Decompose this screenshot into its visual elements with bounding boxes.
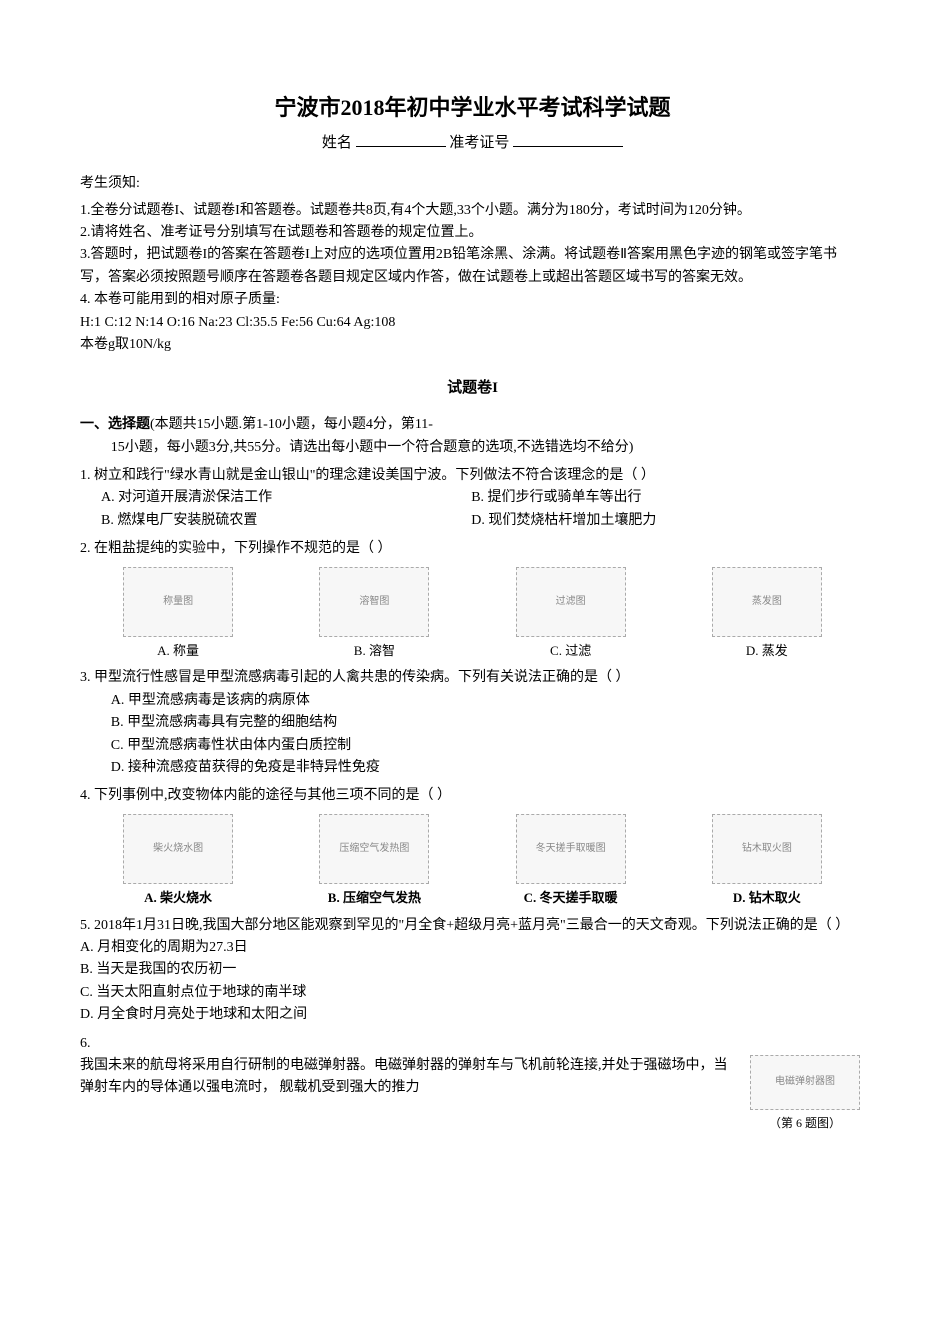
name-id-line: 姓名 准考证号: [80, 131, 865, 155]
notice-3: 3.答题时，把试题卷I的答案在答题卷I上对应的选项位置用2B铅笔涂黑、涂满。将试…: [80, 244, 865, 289]
q6-text: 我国未来的航母将采用自行研制的电磁弹射器。电磁弹射器的弹射车与飞机前轮连接,并处…: [80, 1055, 733, 1100]
q1-stem: 1. 树立和践行"绿水青山就是金山银山"的理念建设美国宁波。下列做法不符合该理念…: [80, 465, 865, 487]
q2-cap-c: C. 过滤: [473, 641, 669, 662]
notice-2: 2.请将姓名、准考证号分别填写在试题卷和答题卷的规定位置上。: [80, 222, 865, 244]
q4-img-b: 压缩空气发热图 B. 压缩空气发热: [276, 814, 472, 909]
question-1: 1. 树立和践行"绿水青山就是金山银山"的理念建设美国宁波。下列做法不符合该理念…: [80, 465, 865, 532]
question-3: 3. 甲型流行性感冒是甲型流感病毒引起的人禽共患的传染病。下列有关说法正确的是（…: [80, 667, 865, 779]
q4-img-d: 钻木取火图 D. 钻木取火: [669, 814, 865, 909]
q2-image-row: 称量图 A. 称量 溶智图 B. 溶智 过滤图 C. 过滤 蒸发图 D. 蒸发: [80, 567, 865, 662]
q1-opt-b: B. 提们步行或骑单车等出行: [471, 487, 641, 509]
section-header: 试题卷I: [80, 376, 865, 400]
q1-opt-a: A. 对河道开展清淤保洁工作: [101, 487, 468, 509]
q6-num: 6.: [80, 1033, 865, 1055]
q3-opt-c: C. 甲型流感病毒性状由体内蛋白质控制: [80, 735, 865, 757]
q2-cap-b: B. 溶智: [276, 641, 472, 662]
evaporate-icon: 蒸发图: [712, 567, 822, 637]
q1-opt-d: D. 现们焚烧枯杆增加土壤肥力: [471, 510, 656, 532]
question-4: 4. 下列事例中,改变物体内能的途径与其他三项不同的是（ ） 柴火烧水图 A. …: [80, 785, 865, 908]
air-compress-icon: 压缩空气发热图: [319, 814, 429, 884]
balance-icon: 称量图: [123, 567, 233, 637]
q3-opt-d: D. 接种流感疫苗获得的免疫是非特异性免疫: [80, 757, 865, 779]
question-2: 2. 在粗盐提纯的实验中，下列操作不规范的是（ ） 称量图 A. 称量 溶智图 …: [80, 538, 865, 661]
q4-img-a: 柴火烧水图 A. 柴火烧水: [80, 814, 276, 909]
q5-stem: 5. 2018年1月31日晚,我国大部分地区能观察到罕见的"月全食+超级月亮+蓝…: [80, 915, 865, 937]
notice-1: 1.全卷分试题卷I、试题卷I和答题卷。试题卷共8页,有4个大题,33个小题。满分…: [80, 200, 865, 222]
q6-figure: 电磁弹射器图 （第 6 题图）: [745, 1055, 865, 1133]
g-note: 本卷g取10N/kg: [80, 334, 865, 356]
q5-opt-a: A. 月相变化的周期为27.3日: [80, 937, 865, 959]
name-blank: [356, 132, 446, 147]
q2-cap-a: A. 称量: [80, 641, 276, 662]
part1-prefix: 一、选择题: [80, 417, 150, 432]
rub-hands-icon: 冬天搓手取暖图: [516, 814, 626, 884]
q6-caption: （第 6 题图）: [745, 1114, 865, 1133]
drill-wood-fire-icon: 钻木取火图: [712, 814, 822, 884]
part1-line2: 15小题，每小题3分,共55分。请选出每小题中一个符合题意的选项,不选错选均不给…: [80, 437, 865, 459]
q3-opt-a: A. 甲型流感病毒是该病的病原体: [80, 690, 865, 712]
q3-opt-b: B. 甲型流感病毒具有完整的细胞结构: [80, 712, 865, 734]
q5-opt-b: B. 当天是我国的农历初一: [80, 959, 865, 981]
q2-img-d: 蒸发图 D. 蒸发: [669, 567, 865, 662]
q4-cap-b: B. 压缩空气发热: [276, 888, 472, 909]
q5-opt-d: D. 月全食时月亮处于地球和太阳之间: [80, 1004, 865, 1026]
firewood-kettle-icon: 柴火烧水图: [123, 814, 233, 884]
id-blank: [513, 132, 623, 147]
q4-img-c: 冬天搓手取暖图 C. 冬天搓手取暖: [473, 814, 669, 909]
q4-cap-d: D. 钻木取火: [669, 888, 865, 909]
question-6: 6. 我国未来的航母将采用自行研制的电磁弹射器。电磁弹射器的弹射车与飞机前轮连接…: [80, 1033, 865, 1134]
notice-4: 4. 本卷可能用到的相对原子质量:: [80, 289, 865, 311]
dissolve-icon: 溶智图: [319, 567, 429, 637]
atomic-masses: H:1 C:12 N:14 O:16 Na:23 Cl:35.5 Fe:56 C…: [80, 312, 865, 334]
q4-cap-a: A. 柴火烧水: [80, 888, 276, 909]
q2-cap-d: D. 蒸发: [669, 641, 865, 662]
q4-stem: 4. 下列事例中,改变物体内能的途径与其他三项不同的是（ ）: [80, 785, 865, 807]
em-catapult-icon: 电磁弹射器图: [750, 1055, 860, 1110]
id-label: 准考证号: [449, 135, 509, 151]
q4-image-row: 柴火烧水图 A. 柴火烧水 压缩空气发热图 B. 压缩空气发热 冬天搓手取暖图 …: [80, 814, 865, 909]
question-5: 5. 2018年1月31日晚,我国大部分地区能观察到罕见的"月全食+超级月亮+蓝…: [80, 915, 865, 1027]
part1-rest: (本题共15小题.第1-10小题，每小题4分，第11-: [150, 417, 433, 432]
part1-header: 一、选择题(本题共15小题.第1-10小题，每小题4分，第11- 15小题，每小…: [80, 414, 865, 459]
name-label: 姓名: [322, 135, 352, 151]
exam-title: 宁波市2018年初中学业水平考试科学试题: [80, 90, 865, 125]
q2-stem: 2. 在粗盐提纯的实验中，下列操作不规范的是（ ）: [80, 538, 865, 560]
q2-img-c: 过滤图 C. 过滤: [473, 567, 669, 662]
q4-cap-c: C. 冬天搓手取暖: [473, 888, 669, 909]
notice-header: 考生须知:: [80, 173, 865, 195]
q3-stem: 3. 甲型流行性感冒是甲型流感病毒引起的人禽共患的传染病。下列有关说法正确的是（…: [80, 667, 865, 689]
q5-opt-c: C. 当天太阳直射点位于地球的南半球: [80, 982, 865, 1004]
filter-icon: 过滤图: [516, 567, 626, 637]
q2-img-b: 溶智图 B. 溶智: [276, 567, 472, 662]
q1-opt-c: B. 燃煤电厂安装脱硫农置: [101, 510, 468, 532]
q2-img-a: 称量图 A. 称量: [80, 567, 276, 662]
